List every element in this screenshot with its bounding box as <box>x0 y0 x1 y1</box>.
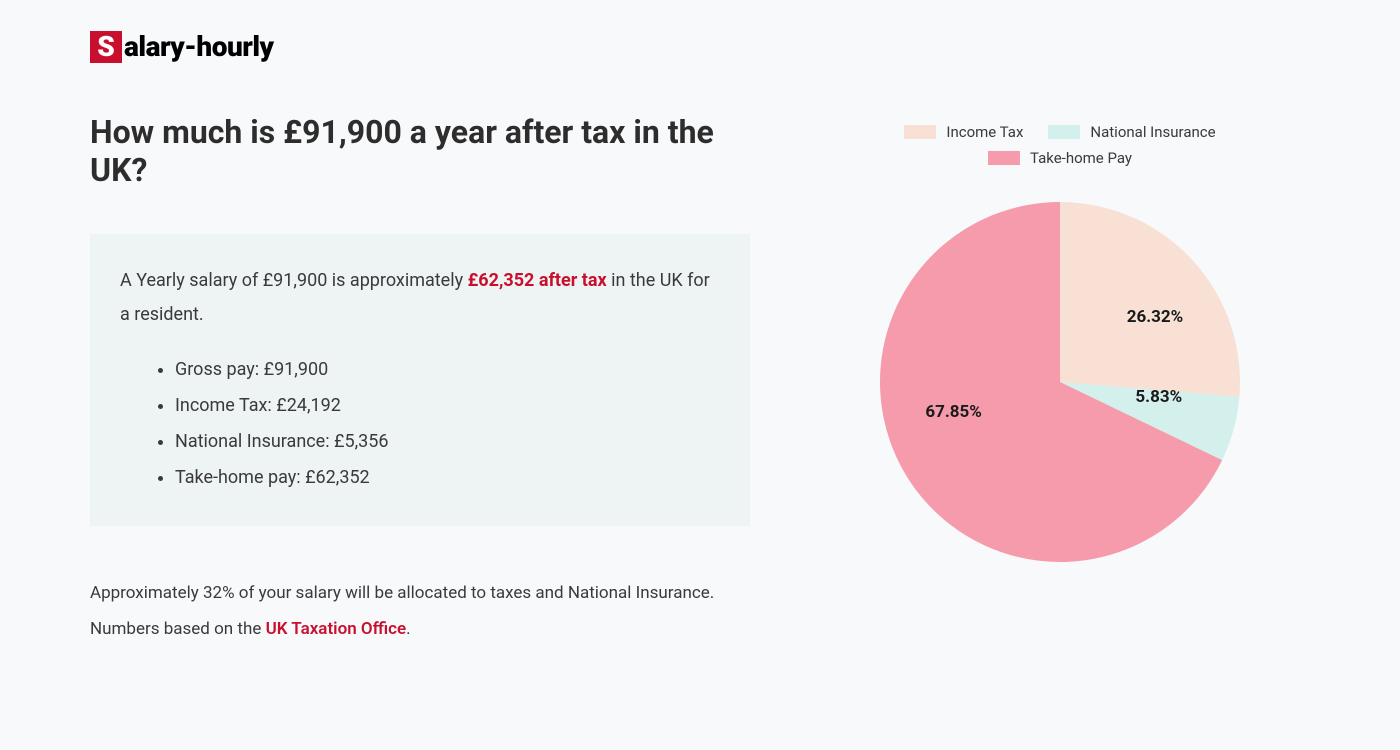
list-item-gross-pay: Gross pay: £91,900 <box>175 352 720 388</box>
breakdown-list: Gross pay: £91,900 Income Tax: £24,192 N… <box>120 352 720 496</box>
footer-line2-suffix: . <box>406 619 410 639</box>
legend-label-take-home: Take-home Pay <box>1030 149 1132 167</box>
pie-svg <box>870 192 1250 572</box>
pie-legend: Income Tax National Insurance Take-home … <box>850 123 1270 167</box>
uk-taxation-office-link[interactable]: UK Taxation Office <box>266 619 407 639</box>
pie-label-income-tax: 26.32% <box>1127 307 1184 327</box>
list-item-take-home: Take-home pay: £62,352 <box>175 460 720 496</box>
logo-letter-box: S <box>90 31 122 63</box>
legend-item-income-tax: Income Tax <box>904 123 1023 141</box>
legend-item-take-home: Take-home Pay <box>850 149 1270 167</box>
pie-slice <box>1060 202 1240 397</box>
logo: S alary-hourly <box>90 30 1310 63</box>
left-column: How much is £91,900 a year after tax in … <box>90 113 750 648</box>
main-content: How much is £91,900 a year after tax in … <box>90 113 1310 648</box>
logo-text: alary-hourly <box>124 30 274 63</box>
summary-text: A Yearly salary of £91,900 is approximat… <box>120 264 720 332</box>
footer-text: Approximately 32% of your salary will be… <box>90 576 750 647</box>
legend-swatch-national-insurance <box>1048 125 1080 139</box>
legend-label-national-insurance: National Insurance <box>1090 123 1215 141</box>
right-column: Income Tax National Insurance Take-home … <box>850 113 1270 648</box>
legend-swatch-income-tax <box>904 125 936 139</box>
summary-box: A Yearly salary of £91,900 is approximat… <box>90 234 750 526</box>
legend-swatch-take-home <box>988 151 1020 165</box>
summary-highlight: £62,352 after tax <box>468 270 607 291</box>
footer-line2-prefix: Numbers based on the <box>90 619 266 639</box>
list-item-national-insurance: National Insurance: £5,356 <box>175 424 720 460</box>
summary-prefix: A Yearly salary of £91,900 is approximat… <box>120 270 468 291</box>
list-item-income-tax: Income Tax: £24,192 <box>175 388 720 424</box>
footer-line1: Approximately 32% of your salary will be… <box>90 583 714 603</box>
legend-item-national-insurance: National Insurance <box>1048 123 1215 141</box>
legend-label-income-tax: Income Tax <box>946 123 1023 141</box>
page-title: How much is £91,900 a year after tax in … <box>90 113 750 189</box>
pie-label-take-home: 67.85% <box>925 402 982 422</box>
pie-label-national-insurance: 5.83% <box>1135 387 1182 407</box>
pie-chart: 26.32% 5.83% 67.85% <box>870 192 1250 572</box>
